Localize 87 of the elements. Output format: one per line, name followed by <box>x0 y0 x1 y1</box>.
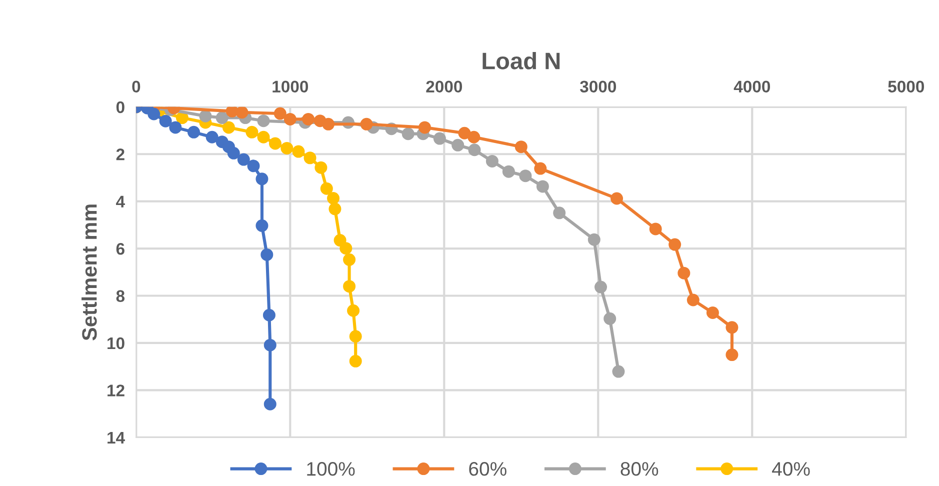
point <box>536 180 549 193</box>
point <box>519 170 532 182</box>
point <box>328 202 342 216</box>
point <box>452 138 464 152</box>
point <box>343 253 356 266</box>
point <box>594 280 608 294</box>
point <box>246 126 258 138</box>
point <box>686 294 700 306</box>
point <box>304 152 316 164</box>
point <box>216 112 228 124</box>
point <box>340 242 352 255</box>
point <box>678 266 690 280</box>
point <box>706 306 719 320</box>
point <box>274 107 286 120</box>
point <box>610 192 624 205</box>
point <box>588 233 600 246</box>
point <box>237 153 250 166</box>
point <box>402 128 414 140</box>
point <box>612 365 625 378</box>
point <box>649 222 662 236</box>
y-tick-label: 6 <box>116 242 124 255</box>
point <box>502 165 515 178</box>
point <box>264 338 276 352</box>
y-tick-label: 12 <box>108 384 124 396</box>
point <box>418 121 431 134</box>
y-tick-label: 14 <box>108 432 125 444</box>
x-tick-label: 4000 <box>734 80 770 93</box>
point <box>222 121 235 134</box>
point <box>320 182 333 195</box>
legend-label: 40% <box>772 462 810 476</box>
y-tick-label: 2 <box>116 148 124 160</box>
x-axis-title: Load N <box>482 52 560 70</box>
point <box>169 121 182 134</box>
point <box>247 160 260 172</box>
legend-label: 60% <box>469 462 506 476</box>
point <box>236 106 248 119</box>
x-tick-label: 1000 <box>272 80 308 93</box>
point <box>468 144 481 156</box>
point <box>227 146 240 160</box>
point <box>486 154 498 168</box>
point <box>199 110 212 122</box>
point <box>468 130 480 144</box>
y-axis-title: Settlment mm <box>82 204 97 340</box>
point <box>553 206 566 220</box>
point <box>188 126 200 138</box>
point <box>349 354 362 368</box>
point <box>302 112 315 126</box>
point <box>534 162 547 175</box>
point <box>668 238 682 251</box>
point <box>726 348 738 362</box>
point <box>256 219 268 232</box>
legend-label: 100% <box>307 462 355 476</box>
point <box>284 112 296 126</box>
x-tick-label: 5000 <box>888 80 924 93</box>
point <box>349 330 362 343</box>
point <box>604 312 616 325</box>
point <box>257 130 270 144</box>
point <box>360 118 373 130</box>
point <box>206 130 218 144</box>
point <box>347 304 360 317</box>
point <box>292 145 305 158</box>
point <box>256 172 268 186</box>
x-tick-label: 0 <box>132 80 140 93</box>
point <box>433 132 446 145</box>
point <box>260 248 274 261</box>
point <box>257 114 270 128</box>
point <box>458 126 471 140</box>
point <box>262 308 276 322</box>
point <box>322 118 335 130</box>
point <box>314 161 328 174</box>
point <box>148 108 160 120</box>
y-tick-label: 4 <box>116 196 125 208</box>
point <box>327 192 340 205</box>
point <box>226 106 238 118</box>
y-tick-label: 10 <box>108 337 124 350</box>
point <box>159 114 172 128</box>
legend-label: 80% <box>620 462 658 476</box>
point <box>343 280 356 293</box>
point <box>268 137 282 150</box>
y-tick-label: 8 <box>116 290 125 302</box>
y-tick-label: 0 <box>116 101 124 114</box>
x-tick-label: 3000 <box>580 80 616 93</box>
point <box>726 321 738 334</box>
x-tick-label: 2000 <box>426 80 462 93</box>
point <box>264 398 276 410</box>
point <box>280 142 294 154</box>
point <box>514 140 528 154</box>
